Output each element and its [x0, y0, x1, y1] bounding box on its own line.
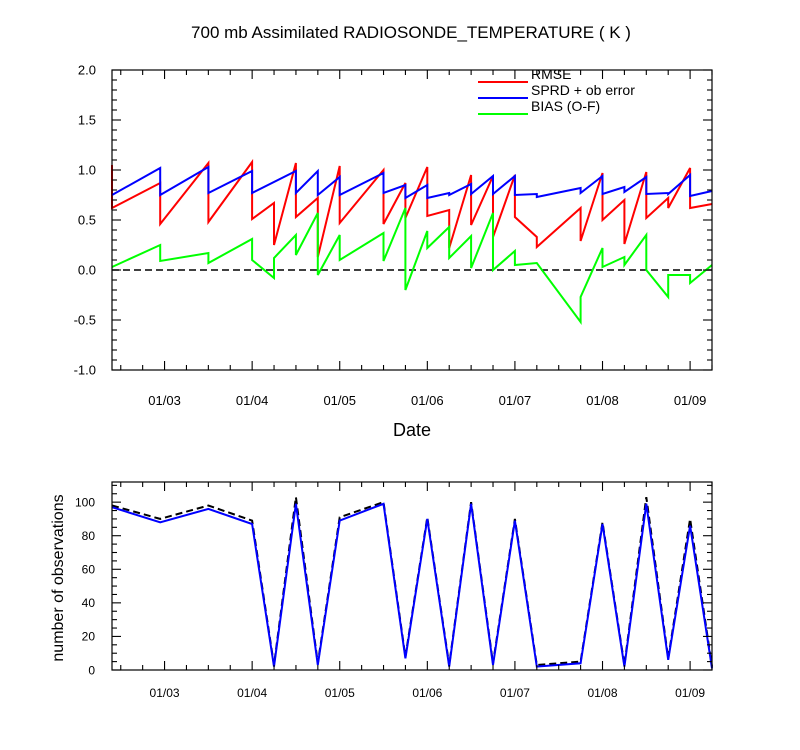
x-tick-label: 01/05: [325, 686, 355, 700]
x-tick-label: 01/04: [236, 393, 269, 408]
chart-title: 700 mb Assimilated RADIOSONDE_TEMPERATUR…: [191, 23, 631, 42]
bottom-panel: 01/03 01/04 01/05 01/06 01/07 01/08 01/09 0 20 40…: [50, 481, 713, 700]
y-tick-label: -0.5: [74, 313, 96, 328]
y-tick-label: 1.0: [78, 163, 96, 178]
x-tick-label: 01/05: [323, 393, 356, 408]
x-tick-label: 01/07: [499, 393, 532, 408]
top-plot-frame: [111, 69, 713, 371]
y-tick-label: 0.0: [78, 263, 96, 278]
series-line-rmse: [111, 158, 713, 258]
y-tick-label: 20: [82, 630, 96, 644]
x-tick-label: 01/06: [412, 686, 442, 700]
series-line-bias-o-f: [111, 207, 713, 326]
y-tick-label: 100: [75, 495, 95, 509]
x-tick-label: 01/07: [500, 686, 530, 700]
x-tick-label: 01/04: [237, 686, 267, 700]
y-tick-label: 80: [82, 529, 96, 543]
x-tick-label: 01/08: [587, 686, 617, 700]
tick-group: 01/03 01/04 01/05 01/06 01/07 01/08 01/09 -1.0 -…: [74, 63, 713, 408]
y-tick-label: 40: [82, 596, 96, 610]
y-tick-label: -1.0: [74, 363, 96, 378]
observations-series-group: [111, 496, 713, 669]
x-tick-label: 01/03: [150, 686, 180, 700]
x-tick-label: 01/09: [675, 686, 705, 700]
bottom-plot-frame: [111, 481, 713, 671]
y-tick-label: 1.5: [78, 113, 96, 128]
y-tick-label: 0: [88, 663, 95, 677]
series-line-assimilated-observations: [111, 502, 713, 669]
series-line-sprd-ob-error: [111, 165, 713, 200]
y-tick-label: 60: [82, 563, 96, 577]
y-tick-label: 0.5: [78, 213, 96, 228]
x-axis-label: Date: [393, 420, 431, 440]
top-panel: 700 mb Assimilated RADIOSONDE_TEMPERATUR…: [74, 23, 713, 440]
observations-tick-group: 01/03 01/04 01/05 01/06 01/07 01/08 01/09 0 20 40…: [75, 482, 713, 700]
legend-label-rmse: RMSE: [531, 66, 571, 82]
legend-label-sprd-ob-error: SPRD + ob error: [531, 82, 635, 98]
observations-y-axis-label: number of observations: [50, 494, 67, 661]
y-tick-label: 2.0: [78, 63, 96, 78]
x-tick-label: 01/08: [586, 393, 619, 408]
series-group: [111, 158, 713, 326]
x-tick-label: 01/09: [674, 393, 707, 408]
x-tick-label: 01/03: [148, 393, 181, 408]
series-line-possible-observations: [111, 496, 713, 667]
legend-label-bias-o-f: BIAS (O-F): [531, 98, 600, 114]
x-tick-label: 01/06: [411, 393, 444, 408]
